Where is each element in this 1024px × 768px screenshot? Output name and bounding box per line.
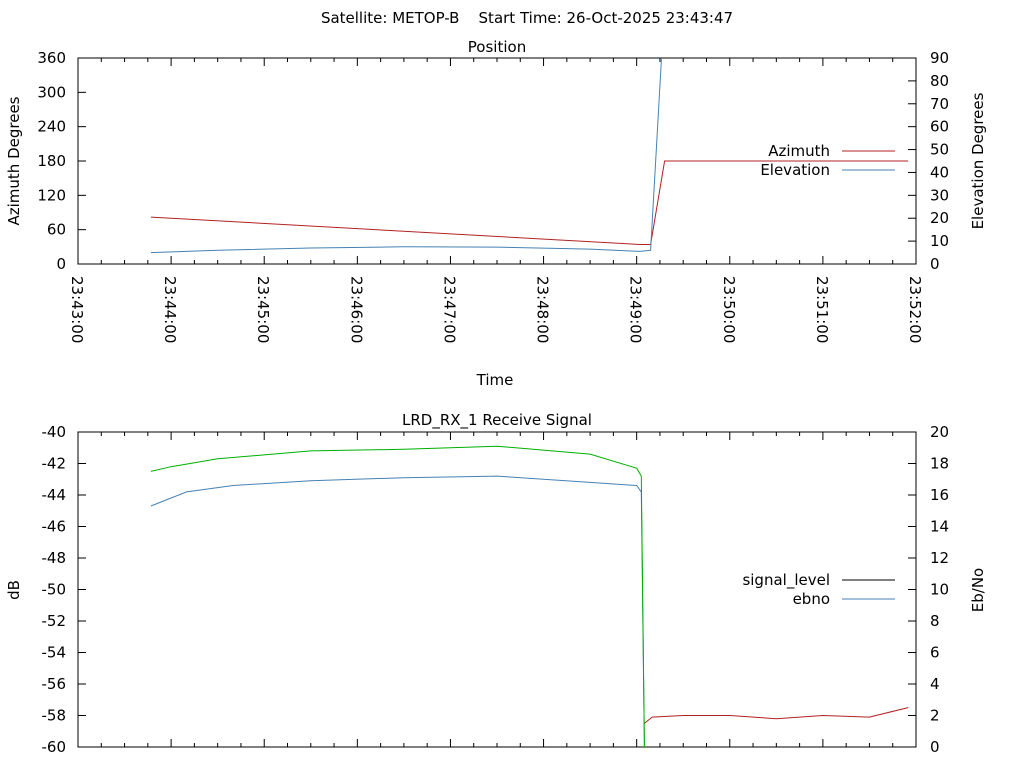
position-left-axis: 0 60 120 180 240 300 360 xyxy=(37,49,86,273)
receive-left-tick-label: -54 xyxy=(42,644,67,662)
position-time-tick-label: 23:45:00 xyxy=(254,276,272,343)
receive-right-tick-label: 16 xyxy=(930,486,949,504)
position-left-tick-label: 240 xyxy=(37,118,66,136)
receive-right-tick-label: 20 xyxy=(930,423,949,441)
receive-left-tick-label: -46 xyxy=(42,518,67,536)
position-right-axis: 0 10 20 30 40 50 60 70 80 90 xyxy=(908,49,949,273)
receive-right-tick-label: 18 xyxy=(930,455,949,473)
legend-ebno-label: ebno xyxy=(793,590,830,608)
position-time-tick-label: 23:44:00 xyxy=(161,276,179,343)
position-left-tick-label: 180 xyxy=(37,152,66,170)
receive-right-axis: 0 2 4 6 8 10 12 14 16 18 20 xyxy=(908,423,949,756)
position-right-tick-label: 80 xyxy=(930,72,949,90)
position-time-tick-label: 23:46:00 xyxy=(347,276,365,343)
receive-series-ebno xyxy=(150,475,645,748)
ebno-axis-label: Eb/No xyxy=(969,568,987,612)
position-time-tick-label: 23:43:00 xyxy=(68,276,86,343)
receive-right-tick-label: 0 xyxy=(930,738,940,756)
position-right-tick-label: 10 xyxy=(930,232,949,250)
position-time-tick-label: 23:50:00 xyxy=(720,276,738,343)
receive-signal-chart-title: LRD_RX_1 Receive Signal xyxy=(402,411,592,430)
legend-azimuth-label: Azimuth xyxy=(768,142,830,160)
position-series-group xyxy=(150,57,909,254)
receive-legend: signal_level ebno xyxy=(742,571,895,608)
legend-elevation-label: Elevation xyxy=(760,161,830,179)
receive-time-axis xyxy=(77,432,917,747)
position-time-tick-label: 23:49:00 xyxy=(627,276,645,343)
position-right-tick-label: 60 xyxy=(930,118,949,136)
receive-left-tick-label: -40 xyxy=(42,423,67,441)
position-time-tick-label: 23:48:00 xyxy=(534,276,552,343)
position-right-tick-label: 50 xyxy=(930,141,949,159)
receive-right-tick-label: 4 xyxy=(930,675,940,693)
receive-left-tick-label: -58 xyxy=(42,707,67,725)
time-axis-label: Time xyxy=(476,371,514,389)
position-chart-title: Position xyxy=(468,38,526,56)
position-left-tick-label: 0 xyxy=(56,255,66,273)
receive-right-tick-label: 2 xyxy=(930,707,940,725)
receive-left-tick-label: -56 xyxy=(42,675,67,693)
position-time-tick-label: 23:51:00 xyxy=(813,276,831,343)
position-time-tick-label: 23:47:00 xyxy=(440,276,458,343)
position-right-tick-label: 90 xyxy=(930,49,949,67)
receive-left-axis: -40 -42 -44 -46 -48 -50 -52 -54 -56 -58 -60 xyxy=(42,423,86,756)
position-left-tick-label: 300 xyxy=(37,83,66,101)
position-time-tick-label: 23:52:00 xyxy=(906,276,924,343)
elevation-axis-label: Elevation Degrees xyxy=(969,92,987,229)
receive-right-tick-label: 6 xyxy=(930,644,940,662)
receive-series-trace-2 xyxy=(150,445,645,748)
receive-plot-frame xyxy=(77,431,917,748)
receive-right-tick-label: 12 xyxy=(930,549,949,567)
position-chart: Position 0 60 120 180 240 300 360 0 10 20 30 40 50 6… xyxy=(5,38,987,389)
receive-left-tick-label: -48 xyxy=(42,549,67,567)
receive-left-tick-label: -50 xyxy=(42,581,67,599)
position-left-tick-label: 120 xyxy=(37,186,66,204)
db-axis-label: dB xyxy=(5,580,23,600)
position-right-tick-label: 70 xyxy=(930,95,949,113)
position-time-axis: 23:43:00 23:44:00 23:45:00 23:46:00 23:47:00… xyxy=(68,58,924,343)
azimuth-axis-label: Azimuth Degrees xyxy=(5,96,23,225)
receive-series-group xyxy=(150,445,909,748)
position-left-tick-label: 60 xyxy=(47,221,66,239)
receive-series-trace-3 xyxy=(644,707,909,724)
receive-left-tick-label: -52 xyxy=(42,612,67,630)
receive-left-tick-label: -44 xyxy=(42,486,67,504)
position-right-tick-label: 30 xyxy=(930,186,949,204)
receive-signal-chart: LRD_RX_1 Receive Signal -40-42-44-46-48-… xyxy=(5,411,987,756)
page-title: Satellite: METOP-B Start Time: 26-Oct-20… xyxy=(321,9,733,27)
position-right-tick-label: 0 xyxy=(930,255,940,273)
receive-right-tick-label: 8 xyxy=(930,612,940,630)
receive-right-tick-label: 10 xyxy=(930,581,949,599)
receive-left-tick-label: -60 xyxy=(42,738,67,756)
receive-left-tick-label: -42 xyxy=(42,455,67,473)
position-right-tick-label: 40 xyxy=(930,163,949,181)
receive-right-tick-label: 14 xyxy=(930,518,949,536)
position-left-tick-label: 360 xyxy=(37,49,66,67)
position-right-tick-label: 20 xyxy=(930,209,949,227)
position-legend: Azimuth Elevation xyxy=(760,142,895,179)
legend-signal-level-label: signal_level xyxy=(742,571,830,590)
position-series-elevation xyxy=(150,57,662,254)
